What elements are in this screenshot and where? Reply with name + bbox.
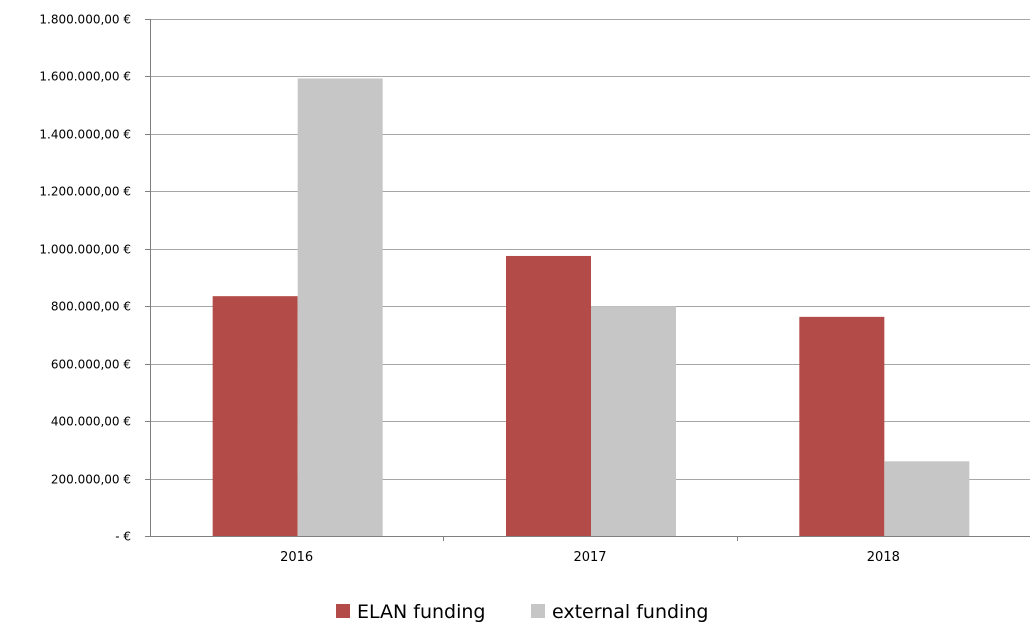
y-tick-label: 1.400.000,00 € — [39, 128, 131, 142]
y-tick-label: 200.000,00 € — [51, 473, 131, 487]
bar-external-funding-2018 — [884, 461, 970, 536]
y-tick-label: 400.000,00 € — [51, 415, 131, 429]
y-tick-label: 1.200.000,00 € — [39, 185, 131, 199]
x-axis-tick-labels: 2016 2017 2018 — [280, 550, 900, 565]
axes — [145, 19, 1030, 541]
y-tick-label: 1.000.000,00 € — [39, 243, 131, 257]
bars — [212, 78, 970, 537]
legend-label: external funding — [552, 601, 708, 623]
legend-label: ELAN funding — [357, 601, 486, 623]
x-tick-label: 2018 — [867, 550, 900, 565]
y-tick-label: 800.000,00 € — [51, 300, 131, 314]
bar-external-funding-2017 — [591, 306, 676, 536]
bar-elan-funding-2017 — [506, 255, 591, 537]
x-tick-label: 2016 — [280, 550, 313, 565]
y-axis-tick-labels: - € 200.000,00 € 400.000,00 € 600.000,00 € 8… — [39, 13, 131, 544]
y-tick-label: 1.600.000,00 € — [39, 70, 131, 84]
x-tick-label: 2017 — [573, 550, 606, 565]
bar-elan-funding-2016 — [212, 296, 298, 536]
bar-elan-funding-2018 — [799, 316, 885, 536]
legend: ELAN funding external funding — [336, 601, 708, 623]
legend-entry-external-funding: external funding — [531, 601, 708, 623]
y-tick-label: - € — [115, 530, 131, 544]
legend-entry-elan-funding: ELAN funding — [336, 601, 486, 623]
y-tick-label: 1.800.000,00 € — [39, 13, 131, 27]
legend-swatch — [531, 604, 545, 618]
legend-swatch — [336, 604, 350, 618]
bar-external-funding-2016 — [297, 78, 383, 536]
y-tick-label: 600.000,00 € — [51, 358, 131, 372]
